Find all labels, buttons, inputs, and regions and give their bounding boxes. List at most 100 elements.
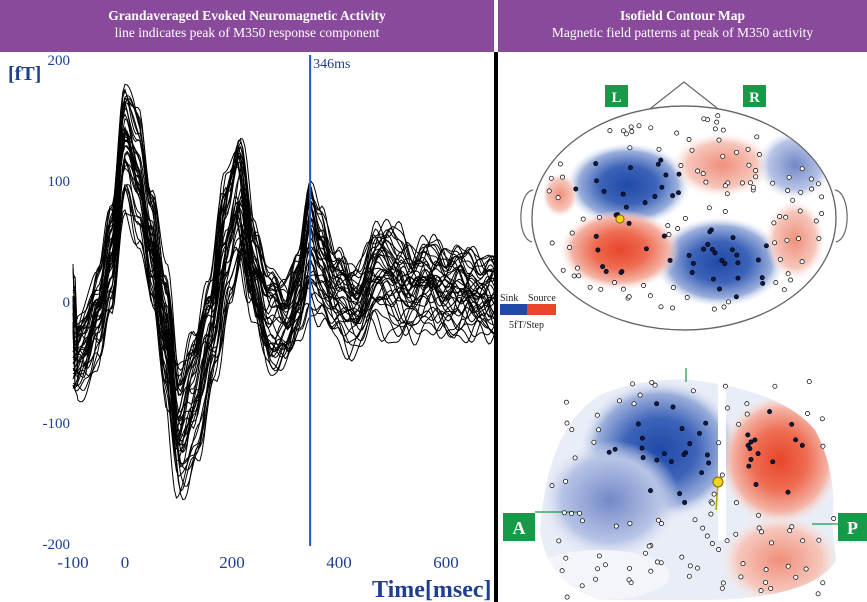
sensor-dot bbox=[635, 421, 641, 427]
sensor-dot bbox=[733, 531, 739, 537]
sensor-dot bbox=[735, 275, 741, 281]
sensor-dot bbox=[748, 457, 754, 462]
sensor-dot bbox=[733, 500, 739, 506]
sensor-dot bbox=[710, 276, 716, 282]
sensor-dot bbox=[557, 161, 563, 167]
sensor-dot bbox=[636, 123, 642, 129]
channel-trace bbox=[72, 212, 494, 465]
sensor-dot bbox=[744, 411, 750, 417]
sensor-dot bbox=[587, 284, 593, 290]
sensor-dot bbox=[593, 576, 599, 582]
sensor-dot bbox=[722, 261, 728, 267]
sensor-dot bbox=[772, 383, 778, 389]
sensor-dot bbox=[808, 176, 814, 182]
sensor-dot bbox=[627, 520, 633, 526]
sensor-dot bbox=[747, 180, 753, 186]
sensor-dot bbox=[724, 538, 730, 544]
sensor-dot bbox=[569, 511, 574, 516]
legend-source-swatch bbox=[527, 304, 556, 315]
sensor-dot bbox=[641, 283, 647, 288]
sensor-dot bbox=[594, 178, 599, 184]
sensor-dot bbox=[600, 264, 606, 270]
sensor-dot bbox=[637, 392, 643, 398]
channel-trace bbox=[72, 100, 494, 392]
channel-traces bbox=[72, 83, 494, 501]
sensor-dot bbox=[773, 280, 779, 286]
sensor-dot bbox=[555, 195, 561, 201]
header-left-title: Grandaveraged Evoked Neuromagnetic Activ… bbox=[108, 8, 386, 23]
sensor-dot bbox=[753, 482, 759, 487]
sensor-dot bbox=[770, 180, 776, 186]
channel-trace bbox=[72, 106, 494, 419]
sensor-dot bbox=[754, 134, 760, 140]
sensor-dot bbox=[556, 538, 562, 544]
left-label-box bbox=[605, 85, 628, 107]
sensor-dot bbox=[736, 421, 742, 427]
sensor-dot bbox=[569, 230, 575, 236]
sensor-dot bbox=[564, 594, 570, 600]
sensor-dot bbox=[784, 237, 790, 243]
sensor-dot bbox=[667, 257, 673, 263]
sensor-dot bbox=[745, 432, 751, 438]
sensor-dot bbox=[799, 166, 805, 172]
sensor-dot bbox=[800, 538, 806, 544]
sensor-dot bbox=[687, 441, 693, 447]
sensor-dot bbox=[786, 174, 792, 180]
sensor-dot bbox=[787, 528, 793, 534]
sensor-dot bbox=[639, 445, 645, 451]
sensor-dot bbox=[715, 113, 721, 119]
sensor-dot bbox=[709, 500, 715, 506]
sensor-dot bbox=[656, 146, 662, 152]
y-axis-label: [fT] bbox=[8, 63, 41, 85]
sensor-dot bbox=[658, 521, 664, 526]
sensor-dot bbox=[763, 567, 769, 573]
sensor-dot bbox=[700, 171, 706, 177]
sensor-dot bbox=[777, 214, 783, 219]
sensor-dot bbox=[705, 242, 711, 247]
sensor-dot bbox=[756, 152, 762, 157]
sensor-dot bbox=[820, 443, 826, 449]
sensor-dot bbox=[643, 550, 648, 556]
sensor-dot bbox=[628, 165, 633, 171]
posterior-label: P bbox=[847, 518, 858, 538]
sensor-dot bbox=[729, 247, 735, 253]
left-ear-outline bbox=[520, 189, 534, 243]
sensor-dot bbox=[700, 525, 706, 531]
sensor-dot bbox=[620, 286, 626, 292]
channel-trace bbox=[72, 138, 494, 438]
sensor-dot bbox=[759, 529, 765, 535]
sensor-dot bbox=[675, 226, 681, 231]
sensor-dot bbox=[612, 446, 618, 452]
sensor-dot bbox=[803, 566, 809, 572]
sensor-dot bbox=[733, 294, 739, 300]
sensor-dot bbox=[576, 273, 582, 279]
sensor-dot bbox=[756, 525, 762, 531]
sensor-dot bbox=[781, 287, 787, 293]
sensor-dot bbox=[746, 162, 752, 168]
sensor-dot bbox=[670, 285, 676, 290]
anterior-label-box bbox=[503, 513, 535, 541]
sensor-dot bbox=[819, 211, 825, 217]
sensor-dot bbox=[596, 427, 602, 433]
sensor-dot bbox=[666, 232, 672, 238]
sensor-dot bbox=[714, 119, 720, 125]
sensor-dot bbox=[726, 299, 731, 305]
sensor-dot bbox=[831, 516, 837, 521]
sensor-dot bbox=[661, 451, 667, 457]
sensor-dot bbox=[689, 147, 695, 153]
sensor-dot bbox=[703, 179, 709, 185]
anterior-label: A bbox=[513, 518, 526, 538]
sensor-dot bbox=[785, 188, 791, 193]
sensor-dot bbox=[695, 565, 700, 571]
sensor-dot bbox=[648, 568, 654, 574]
sensor-dot bbox=[798, 189, 804, 195]
sensor-dot bbox=[648, 488, 653, 494]
sensor-dot bbox=[790, 197, 796, 203]
sensor-dot bbox=[684, 295, 690, 300]
sensor-dot bbox=[758, 588, 764, 594]
sensor-dot bbox=[750, 184, 756, 190]
sensor-dot bbox=[819, 416, 825, 422]
sensor-dot bbox=[654, 457, 660, 463]
sensor-dot bbox=[620, 128, 626, 134]
sensor-dot bbox=[716, 137, 722, 143]
